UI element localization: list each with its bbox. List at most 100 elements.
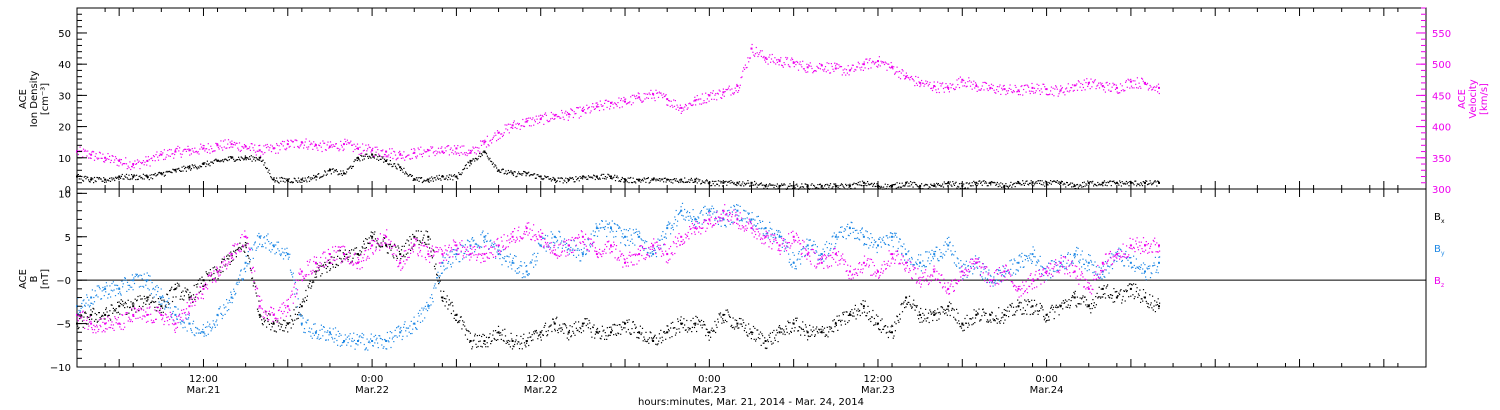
bx-sample — [930, 313, 932, 315]
by-sample — [228, 299, 230, 301]
by-sample — [270, 242, 273, 244]
density-sample — [110, 177, 112, 179]
velocity-sample — [148, 159, 150, 161]
bx-sample — [1128, 283, 1130, 285]
velocity-sample — [1106, 81, 1108, 83]
density-sample — [124, 175, 126, 177]
density-sample — [482, 151, 484, 153]
bx-sample — [981, 315, 983, 317]
velocity-sample — [1022, 94, 1024, 96]
velocity-sample — [1065, 88, 1067, 90]
density-sample — [827, 184, 829, 186]
density-sample — [447, 179, 449, 181]
velocity-sample — [1046, 94, 1048, 96]
density-sample — [376, 158, 378, 160]
by-sample — [292, 272, 294, 274]
density-sample — [230, 156, 232, 158]
by-sample — [207, 333, 209, 335]
velocity-sample — [651, 97, 653, 99]
by-sample — [166, 301, 168, 303]
by-sample — [190, 329, 192, 331]
bx-sample — [854, 308, 856, 310]
density-sample — [1129, 181, 1131, 183]
velocity-sample — [340, 140, 342, 142]
bx-sample — [1081, 297, 1083, 299]
density-sample — [1108, 182, 1110, 184]
by-sample — [212, 320, 214, 322]
density-sample — [574, 181, 576, 183]
velocity-sample — [1011, 91, 1013, 93]
density-sample — [755, 182, 757, 184]
bx-sample — [1145, 292, 1147, 294]
bx-sample — [873, 324, 875, 326]
velocity-sample — [696, 95, 698, 97]
density-sample — [163, 175, 165, 177]
velocity-sample — [1092, 81, 1094, 83]
velocity-sample — [1024, 84, 1026, 86]
bx-sample — [115, 308, 117, 310]
density-sample — [529, 174, 531, 176]
bx-sample — [1131, 284, 1133, 286]
density-sample — [128, 174, 130, 176]
velocity-sample — [335, 143, 337, 145]
bx-sample — [922, 312, 924, 314]
density-sample — [675, 178, 677, 180]
velocity-sample — [363, 149, 365, 151]
by-sample — [287, 252, 289, 254]
density-sample — [1044, 180, 1047, 182]
bx-sample — [427, 239, 429, 241]
bx-sample — [185, 290, 187, 292]
velocity-sample — [166, 154, 168, 156]
velocity-point — [624, 100, 626, 103]
density-sample — [778, 185, 780, 188]
density-sample — [924, 184, 926, 186]
bx-sample — [575, 321, 577, 323]
by-sample — [277, 248, 279, 250]
by-sample — [363, 343, 365, 346]
velocity-sample — [1129, 87, 1131, 89]
velocity-sample — [985, 82, 987, 84]
bx-sample — [674, 327, 676, 329]
bx-sample — [206, 273, 208, 275]
velocity-sample — [492, 137, 494, 139]
bx-sample — [401, 245, 403, 247]
velocity-sample — [77, 153, 79, 156]
density-sample — [971, 182, 973, 184]
bx-sample — [197, 283, 199, 285]
bx-sample — [1151, 307, 1153, 309]
bx-sample — [384, 237, 386, 239]
bx-sample — [832, 320, 834, 322]
bx-sample — [519, 343, 521, 345]
density-sample — [350, 165, 352, 167]
density-sample — [264, 162, 266, 164]
velocity-sample — [917, 76, 919, 78]
density-sample — [319, 177, 321, 179]
bx-sample — [219, 266, 221, 268]
velocity-sample — [467, 153, 469, 155]
bx-sample — [741, 325, 743, 327]
bx-sample — [1034, 310, 1036, 312]
density-sample — [855, 183, 857, 185]
by-sample — [164, 306, 166, 308]
bx-sample — [1057, 306, 1059, 308]
velocity-sample — [99, 152, 101, 154]
bx-sample — [868, 319, 870, 321]
density-sample — [119, 177, 121, 179]
velocity-sample — [1119, 92, 1121, 94]
bx-sample — [640, 333, 642, 336]
density-sample — [969, 182, 971, 184]
velocity-sample — [1154, 89, 1156, 91]
density-sample — [1005, 183, 1007, 185]
bx-sample — [274, 330, 276, 332]
by-point — [680, 209, 683, 212]
by-sample — [123, 279, 125, 281]
bx-sample — [986, 319, 989, 321]
bx-sample — [196, 286, 198, 288]
density-sample — [639, 179, 641, 181]
density-sample — [204, 162, 206, 164]
density-sample — [394, 163, 396, 165]
velocity-sample — [730, 94, 732, 96]
bx-sample — [964, 317, 966, 320]
bx-sample — [607, 335, 609, 337]
bx-sample — [921, 321, 923, 323]
